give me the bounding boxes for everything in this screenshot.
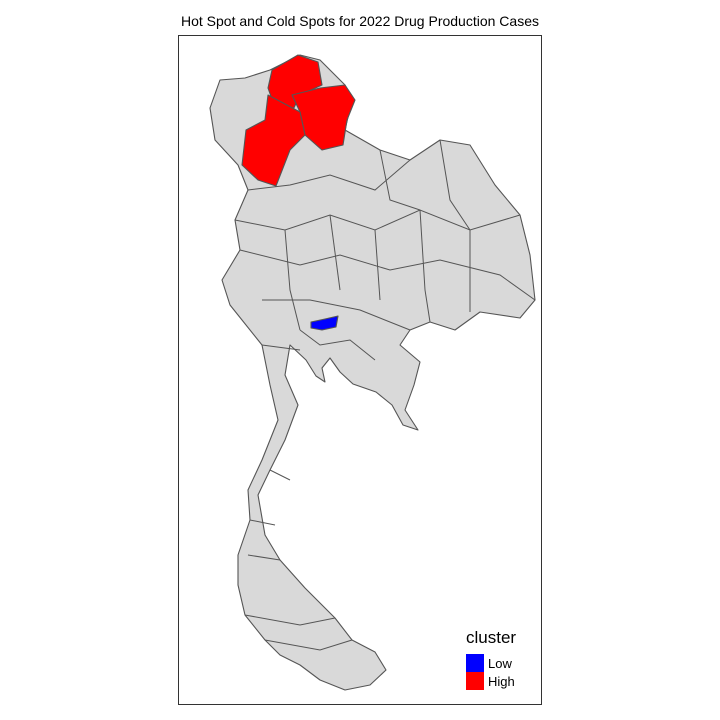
province-borders — [234, 139, 536, 651]
legend-item-low: Low — [466, 654, 516, 672]
legend-label-low: Low — [488, 655, 512, 671]
province-high-west — [241, 94, 306, 187]
legend-title: cluster — [466, 628, 517, 647]
legend-item-high: High — [466, 672, 516, 690]
legend-swatch-low — [466, 654, 484, 672]
thailand-outline — [209, 54, 536, 691]
map-title: Hot Spot and Cold Spots for 2022 Drug Pr… — [181, 13, 539, 29]
province-low-central — [310, 315, 339, 331]
legend-label-high: High — [488, 673, 515, 689]
legend: cluster Low High — [466, 628, 516, 690]
legend-swatch-high — [466, 672, 484, 690]
